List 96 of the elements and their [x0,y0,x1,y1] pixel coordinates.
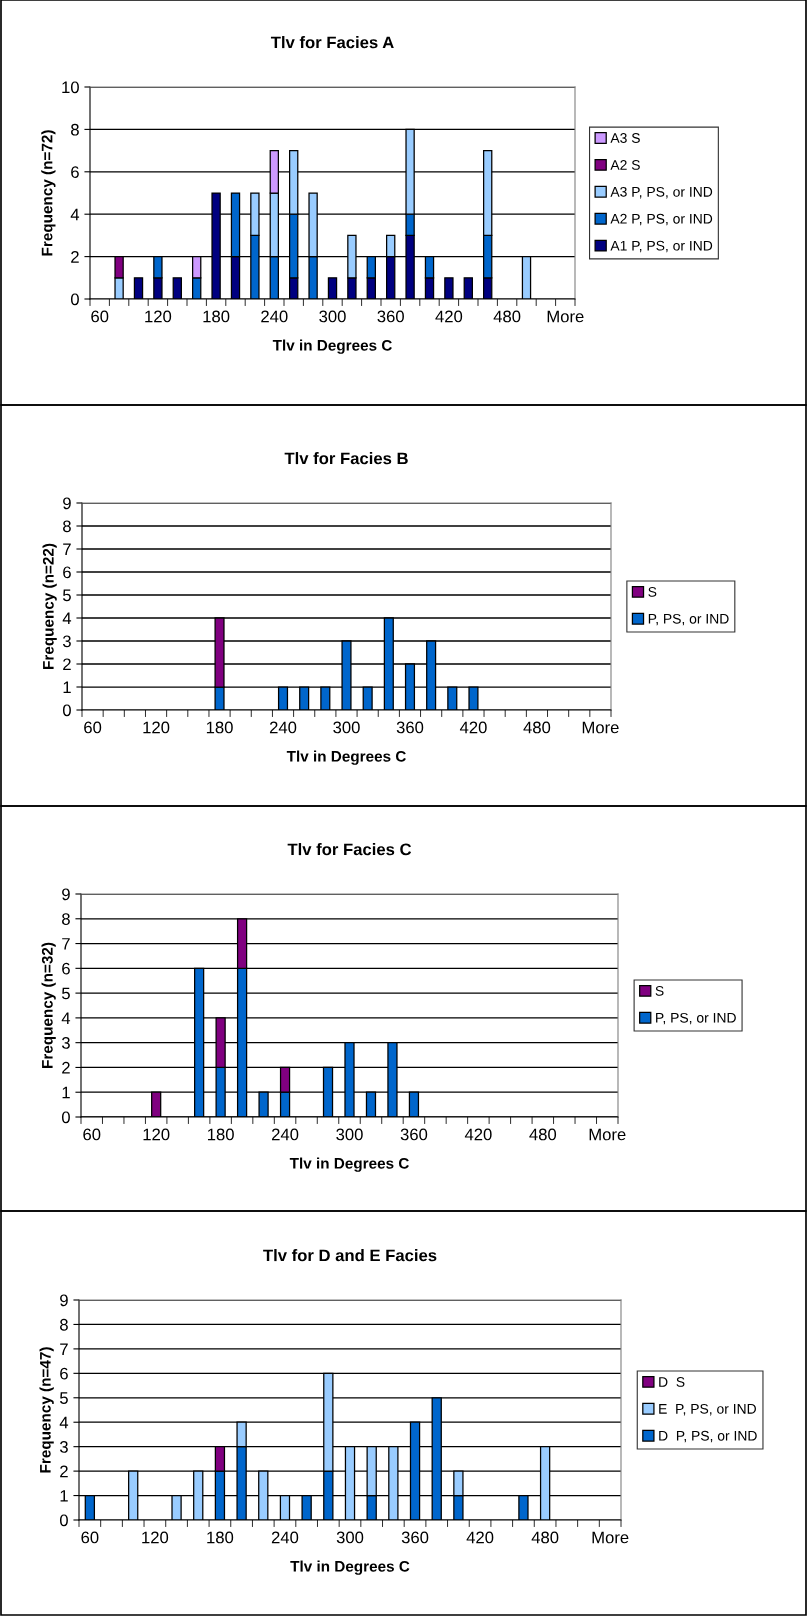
x-tick-label: 480 [523,721,551,734]
y-tick-label: 6 [62,962,70,975]
x-tick-label: 120 [143,1128,170,1141]
y-tick-label: 8 [62,913,70,925]
y-tick-label: 8 [60,1318,68,1331]
x-tick-label: 300 [336,1531,364,1544]
x-tick-label: 360 [400,1128,428,1141]
y-tick-label: 3 [59,1441,68,1453]
legend-label: D S [659,1377,685,1387]
x-tick-label: 420 [459,721,487,734]
x-tick-label: 240 [272,1128,299,1141]
y-tick-label: 1 [60,1490,68,1502]
y-axis-title: Frequency (n=22) [42,543,57,669]
y-tick-label: 10 [62,81,79,94]
y-tick-label: 4 [61,1012,71,1024]
x-tick-label: 420 [466,1531,494,1544]
legend-label: S [648,586,657,597]
x-tick-label: 60 [91,310,109,323]
y-tick-label: 5 [59,1392,68,1404]
y-tick-label: 1 [62,1086,70,1099]
y-tick-label: 0 [62,704,71,717]
x-tick-label: 120 [142,1531,169,1544]
legend-label: E P, PS, or IND [659,1403,756,1416]
y-tick-label: 4 [59,1416,69,1429]
x-tick-label: 60 [84,721,102,734]
x-tick-label: 180 [203,310,230,323]
x-tick-label: 120 [143,721,170,734]
x-tick-label: 360 [401,1531,429,1544]
x-axis-title: Tlv in Degrees C [289,1157,409,1172]
y-tick-label: 9 [62,888,70,901]
x-tick-label: 480 [529,1128,557,1141]
x-tick-label: 360 [377,310,404,323]
y-tick-label: 5 [61,987,70,1000]
y-tick-label: 5 [62,589,71,602]
x-tick-label: 300 [319,310,346,323]
x-tick-label: More [547,310,584,323]
y-tick-label: 0 [70,293,79,306]
x-tick-label: 180 [207,1128,234,1141]
x-axis-title: Tlv in Degrees C [286,750,406,765]
chart-title: Tlv for Facies C [287,843,412,856]
y-tick-label: 2 [63,658,71,671]
x-tick-label: 180 [207,1531,234,1544]
y-tick-label: 7 [60,1343,68,1355]
x-tick-label: More [592,1531,629,1544]
x-tick-label: 240 [261,310,288,323]
y-tick-label: 6 [63,566,71,579]
y-tick-label: 2 [71,251,79,263]
x-tick-label: 60 [83,1128,101,1141]
x-tick-label: 180 [206,721,233,734]
legend-label: A2 S [610,160,640,170]
x-tick-label: 360 [396,721,424,734]
x-tick-label: More [589,1128,626,1141]
y-tick-label: 3 [61,1037,70,1049]
y-tick-label: 2 [60,1465,68,1478]
y-tick-label: 8 [63,520,71,533]
x-axis-title: Tlv in Degrees C [290,1560,410,1575]
y-tick-label: 9 [63,497,71,510]
x-tick-label: 420 [464,1128,492,1141]
y-tick-label: 2 [62,1061,70,1074]
y-axis-title: Frequency (n=47) [39,1347,54,1473]
x-tick-label: 480 [493,310,521,323]
legend-label: A3 P, PS, or IND [610,186,713,199]
x-tick-label: 240 [271,1531,299,1544]
y-tick-label: 0 [61,1111,70,1124]
y-tick-label: 1 [63,681,71,694]
x-tick-label: More [582,721,619,734]
y-tick-label: 7 [62,938,70,950]
y-tick-label: 0 [59,1514,68,1527]
y-tick-label: 7 [63,543,71,556]
y-tick-label: 4 [70,208,80,221]
chart-title: Tlv for Facies B [284,452,408,465]
x-tick-label: 120 [145,310,172,323]
y-tick-label: 9 [60,1294,68,1307]
legend-label: P, PS, or IND [648,613,729,626]
y-tick-label: 4 [62,612,72,625]
legend-label: A1 P, PS, or IND [610,240,713,253]
y-axis-title: Frequency (n=72) [41,130,56,256]
y-tick-label: 8 [71,123,79,136]
x-axis-title: Tlv in Degrees C [272,339,392,354]
y-tick-label: 6 [60,1367,68,1380]
legend-label: S [655,985,664,996]
y-tick-label: 6 [71,166,79,178]
x-tick-label: 300 [336,1128,363,1141]
x-tick-label: 420 [435,310,463,323]
x-tick-label: 60 [81,1531,99,1544]
x-tick-label: 300 [333,721,360,734]
x-tick-label: 480 [531,1531,559,1544]
x-tick-label: 240 [269,721,297,734]
legend-label: A3 S [610,133,640,143]
chart-title: Tlv for Facies A [270,36,394,49]
y-tick-label: 3 [62,635,71,648]
legend-label: A2 P, PS, or IND [610,213,713,226]
legend-label: P, PS, or IND [656,1012,736,1025]
chart-title: Tlv for D and E Facies [263,1249,437,1262]
legend-label: D P, PS, or IND [659,1430,757,1443]
y-axis-title: Frequency (n=32) [41,942,56,1068]
